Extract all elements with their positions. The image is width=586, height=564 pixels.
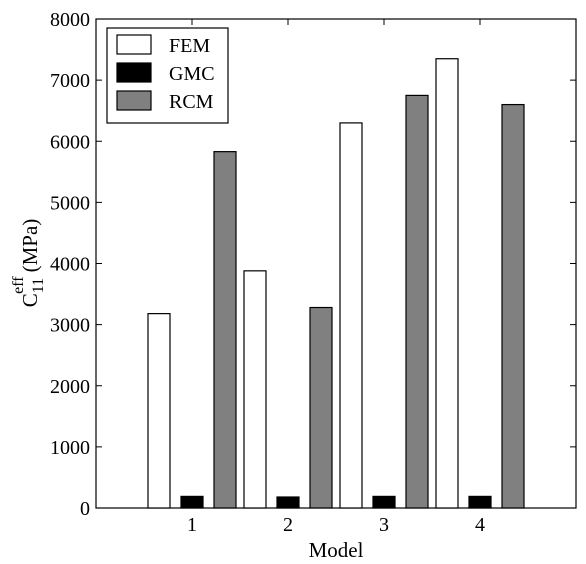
y-axis: 0 1000 2000 3000 4000 5000 6000 7000 8000	[50, 9, 576, 520]
x-axis-label: Model	[309, 538, 364, 562]
bar-fem-model-2	[243, 270, 267, 509]
bar-fem-model-4	[435, 58, 459, 509]
bar-rcm-model-2	[309, 306, 333, 509]
y-axis-label-base: C	[18, 293, 42, 307]
y-tick-label-2000: 2000	[50, 376, 90, 398]
bar-fem-model-1	[147, 313, 171, 509]
legend-label-fem: FEM	[169, 35, 210, 57]
legend: FEM GMC RCM	[106, 27, 229, 124]
legend-swatch-gmc	[116, 62, 152, 83]
legend-label-rcm: RCM	[169, 91, 214, 113]
y-axis-label: C11eff (MPa)	[10, 219, 47, 308]
legend-swatch-fem	[116, 34, 152, 55]
y-axis-label-superscript: eff	[10, 276, 27, 294]
x-tick-label-3: 3	[379, 514, 389, 536]
legend-swatch-rcm	[116, 90, 152, 111]
y-tick-label-8000: 8000	[50, 9, 90, 31]
y-tick-label-6000: 6000	[50, 131, 90, 153]
x-axis: 1 2 3 4	[187, 19, 485, 536]
x-tick-label-2: 2	[283, 514, 293, 536]
bar-fem-model-3	[339, 122, 363, 509]
x-tick-label-4: 4	[475, 514, 485, 536]
y-tick-label-3000: 3000	[50, 315, 90, 337]
y-tick-label-1000: 1000	[50, 437, 90, 459]
y-axis-label-subscript: 11	[30, 278, 47, 293]
y-tick-label-4000: 4000	[50, 254, 90, 276]
y-tick-label-0: 0	[80, 498, 90, 520]
y-tick-label-5000: 5000	[50, 192, 90, 214]
bar-rcm-model-1	[213, 151, 237, 509]
x-tick-label-1: 1	[187, 514, 197, 536]
y-tick-label-7000: 7000	[50, 70, 90, 92]
y-axis-label-unit: (MPa)	[18, 219, 42, 273]
bar-rcm-model-4	[501, 103, 525, 509]
bar-rcm-model-3	[405, 94, 429, 509]
legend-label-gmc: GMC	[169, 63, 215, 85]
